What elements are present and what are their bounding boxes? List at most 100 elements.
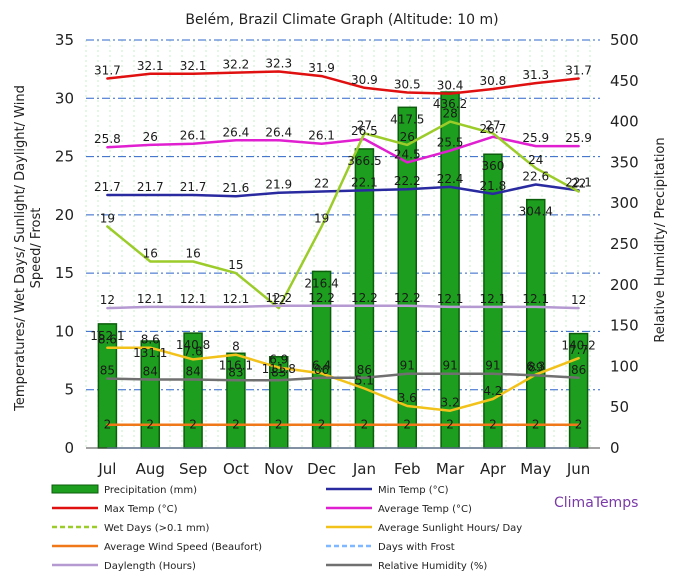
legend-label: Days with Frost xyxy=(378,542,455,553)
y2-tick-label: 150 xyxy=(610,317,639,335)
wet-data-label: 16 xyxy=(185,246,200,260)
max-data-label: 31.9 xyxy=(308,61,335,75)
rh-data-label: 91 xyxy=(442,359,457,373)
y-tick-label: 25 xyxy=(55,148,74,166)
wet-data-label: 27 xyxy=(485,118,500,132)
precipitation-bar xyxy=(526,198,546,449)
wet-data-label: 16 xyxy=(143,246,158,260)
y-tick-label: 5 xyxy=(64,381,74,399)
max-data-label: 32.3 xyxy=(265,56,292,70)
day-data-label: 12 xyxy=(571,293,586,307)
y2-axis-label: Relative Humidity/ Precipitation xyxy=(653,137,668,342)
min-data-label: 22.1 xyxy=(565,175,592,189)
y2-tick-label: 0 xyxy=(610,439,620,457)
precipitation-data-label: 216.4 xyxy=(304,276,338,290)
avg-data-label: 25.9 xyxy=(522,131,549,145)
rh-data-label: 91 xyxy=(400,359,415,373)
wind-data-label: 2 xyxy=(189,418,197,432)
sun-data-label: 5.1 xyxy=(355,374,374,388)
avg-data-label: 26.4 xyxy=(223,125,250,139)
avg-data-label: 25.8 xyxy=(94,132,121,146)
day-data-label: 12.1 xyxy=(437,292,464,306)
y2-tick-label: 100 xyxy=(610,357,639,375)
x-tick-label: Oct xyxy=(223,460,249,478)
y-tick-label: 30 xyxy=(55,89,74,107)
precipitation-data-label: 304.4 xyxy=(519,205,553,219)
plot-area xyxy=(86,40,600,448)
wind-data-label: 2 xyxy=(318,418,326,432)
day-data-label: 12.2 xyxy=(308,291,335,305)
y2-tick-label: 250 xyxy=(610,235,639,253)
sun-data-label: 6.9 xyxy=(269,353,288,367)
wet-data-label: 26 xyxy=(400,130,415,144)
avg-data-label: 26.4 xyxy=(265,125,292,139)
precipitation-data-label: 152.1 xyxy=(90,329,124,343)
sun-data-label: 3.6 xyxy=(398,391,417,405)
sun-data-label: 3.2 xyxy=(441,396,460,410)
max-data-label: 30.8 xyxy=(480,74,507,88)
sun-data-label: 8.6 xyxy=(98,333,117,347)
wet-data-label: 28 xyxy=(442,107,457,121)
x-tick-label: Sep xyxy=(179,460,207,478)
legend-label: Wet Days (>0.1 mm) xyxy=(104,523,210,534)
chart-title: Belém, Brazil Climate Graph (Altitude: 1… xyxy=(185,12,498,28)
day-data-label: 12.1 xyxy=(180,292,207,306)
wet-data-label: 22 xyxy=(571,177,586,191)
sun-data-label: 8 xyxy=(232,340,240,354)
x-tick-label: Nov xyxy=(264,460,293,478)
y-axis-label-line: Speed/ Frost xyxy=(29,208,44,289)
avg-data-label: 25.9 xyxy=(565,131,592,145)
sun-series-line xyxy=(106,346,580,412)
max-data-label: 31.3 xyxy=(522,68,549,82)
day-data-label: 12.2 xyxy=(394,291,421,305)
y2-tick-label: 50 xyxy=(610,398,629,416)
y-tick-label: 15 xyxy=(55,264,74,282)
legend-label: Max Temp (°C) xyxy=(104,504,178,515)
rh-data-label: 86 xyxy=(314,363,329,377)
legend-label: Average Sunlight Hours/ Day xyxy=(378,523,522,534)
sun-data-label: 7.6 xyxy=(184,344,203,358)
x-tick-label: Jul xyxy=(97,460,116,478)
precipitation-data-label: 140.8 xyxy=(176,338,210,352)
x-tick-label: May xyxy=(520,460,551,478)
avg-data-label: 26 xyxy=(143,130,158,144)
rh-series-line xyxy=(106,372,580,382)
day-data-label: 12.1 xyxy=(223,292,250,306)
legend-swatch-bar xyxy=(51,484,99,494)
wind-data-label: 2 xyxy=(275,418,283,432)
y2-tick-label: 450 xyxy=(610,72,639,90)
day-data-label: 12.1 xyxy=(522,292,549,306)
wind-data-label: 2 xyxy=(361,418,369,432)
avg-data-label: 26.5 xyxy=(351,124,378,138)
day-data-label: 12.1 xyxy=(480,292,507,306)
legend-label: Precipitation (mm) xyxy=(104,485,197,496)
precipitation-data-label: 366.5 xyxy=(347,154,381,168)
y-axis-label: Temperatures/ Wet Days/ Sunlight/ Daylig… xyxy=(13,85,44,412)
min-data-label: 21.6 xyxy=(223,181,250,195)
legend-label: Daylength (Hours) xyxy=(104,561,196,572)
min-data-label: 22.1 xyxy=(351,175,378,189)
avg-data-label: 26.1 xyxy=(180,129,207,143)
precipitation-data-label: 360 xyxy=(481,159,504,173)
sun-data-label: 4.2 xyxy=(483,384,502,398)
x-tick-label: Feb xyxy=(394,460,421,478)
x-tick-label: Jun xyxy=(566,460,590,478)
max-data-label: 32.1 xyxy=(137,59,164,73)
sun-data-label: 8.6 xyxy=(141,333,160,347)
min-data-label: 22.4 xyxy=(437,172,464,186)
wind-data-label: 2 xyxy=(446,418,454,432)
rh-data-label: 83 xyxy=(271,365,286,379)
wind-data-label: 2 xyxy=(532,418,540,432)
data-labels: 31.7 32.1 32.1 32.2 32.3 31.9 30.9 30.5 30.4 30.8… xyxy=(90,56,596,431)
legend-label: Average Wind Speed (Beaufort) xyxy=(104,542,262,553)
min-data-label: 21.9 xyxy=(265,178,292,192)
min-data-label: 22 xyxy=(314,177,329,191)
y2-tick-label: 500 xyxy=(610,31,639,49)
y2-tick-label: 300 xyxy=(610,194,639,212)
max-data-label: 32.2 xyxy=(223,58,250,72)
min-data-label: 21.8 xyxy=(480,179,507,193)
rh-data-label: 85 xyxy=(100,364,115,378)
rh-data-label: 86 xyxy=(571,363,586,377)
wet-data-label: 27 xyxy=(357,118,372,132)
